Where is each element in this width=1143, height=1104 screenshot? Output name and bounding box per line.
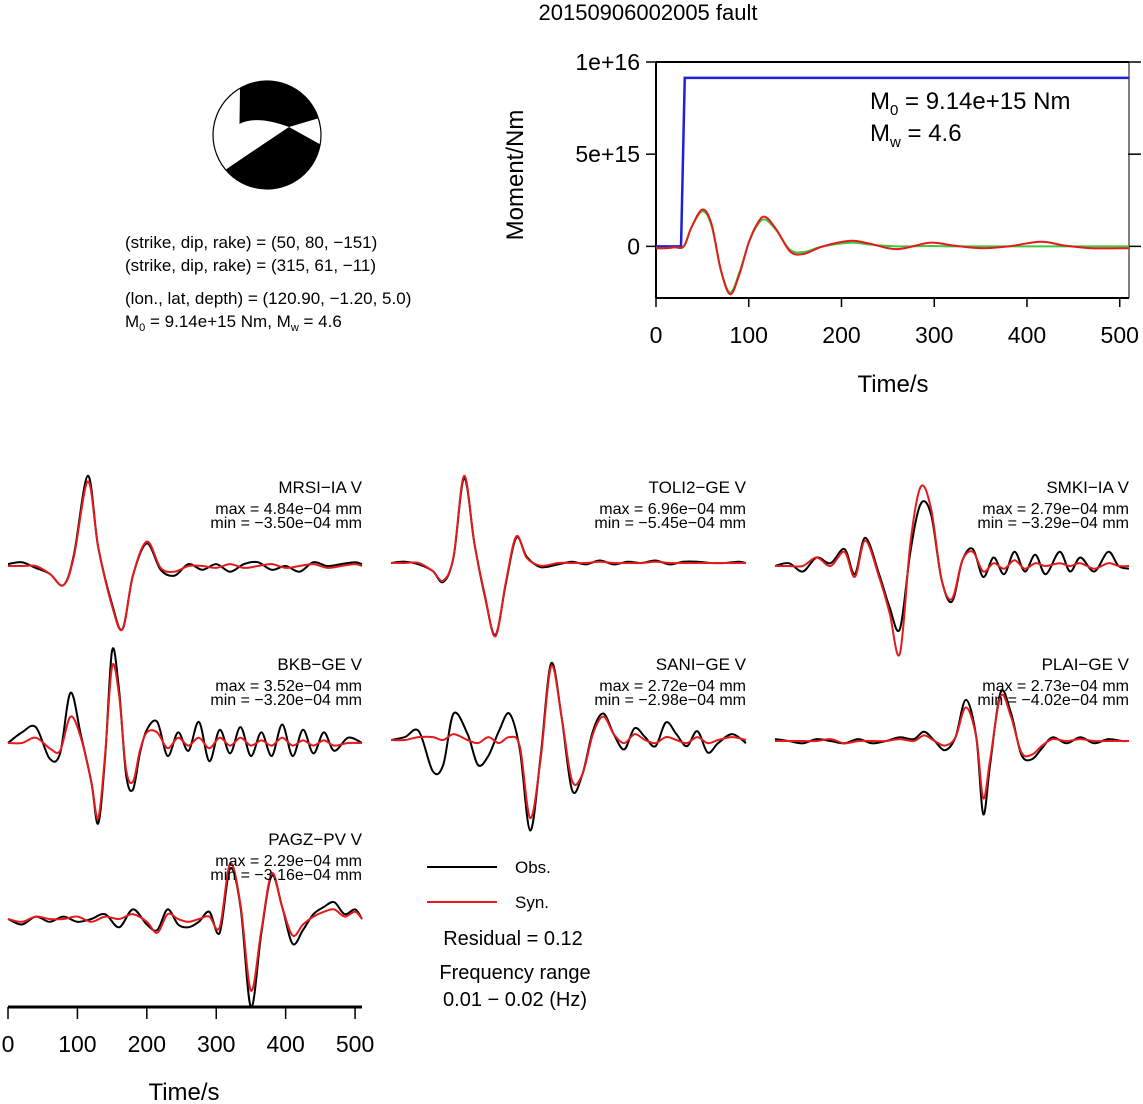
waveform-x-tick-label: 500 [336, 1031, 374, 1057]
station-max-amplitude: max = 2.29e−04 mm [215, 853, 362, 870]
station-min-amplitude: min = −4.02e−04 mm [977, 692, 1129, 709]
waveform-x-tick-label: 200 [128, 1031, 166, 1057]
waveform-x-tick-label: 300 [197, 1031, 235, 1057]
station-max-amplitude: max = 2.73e−04 mm [982, 678, 1129, 695]
moment-x-tick-label: 0 [650, 322, 663, 348]
frequency-range-value: 0.01 − 0.02 (Hz) [443, 989, 587, 1011]
residual-text: Residual = 0.12 [443, 928, 583, 950]
station-min-amplitude: min = −5.45e−04 mm [594, 515, 746, 532]
moment-rate-plot: Moment/Nm Time/s M0 = 9.14e+15 Nm Mw = 4… [502, 49, 1141, 398]
synthetic-waveform [390, 664, 747, 820]
nodal-plane-1: (strike, dip, rake) = (50, 80, −151) [125, 233, 377, 252]
beachball-compression-lobe [225, 127, 321, 190]
hypocenter-text: (lon., lat, depth) = (120.90, −1.20, 5.0… [125, 289, 411, 308]
moment-y-tick-label: 5e+15 [575, 141, 640, 167]
nodal-plane-2: (strike, dip, rake) = (315, 61, −11) [125, 256, 376, 275]
moment-x-tick-label: 100 [730, 322, 768, 348]
moment-summary: M0 = 9.14e+15 Nm, Mw = 4.6 [125, 312, 342, 334]
moment-x-tick-label: 300 [915, 322, 953, 348]
station-min-amplitude: min = −2.98e−04 mm [594, 692, 746, 709]
station-max-amplitude: max = 3.52e−04 mm [215, 678, 362, 695]
waveform-time-axis: Time/s 0 100 200 300 400 500 [2, 1005, 374, 1104]
moment-rate-green-line [655, 210, 1129, 294]
legend: Obs. Syn. [427, 858, 551, 912]
frequency-range-label: Frequency range [439, 962, 590, 984]
station-name: SMKI−IA V [1046, 478, 1129, 497]
moment-x-tick-label: 200 [822, 322, 860, 348]
synthetic-waveform [7, 862, 363, 992]
moment-m0-annotation: M0 = 9.14e+15 Nm [870, 88, 1070, 119]
moment-rate-red-line [655, 208, 1130, 296]
observed-waveform [7, 647, 363, 825]
station-name: BKB−GE V [277, 655, 362, 674]
moment-y-tick-label: 1e+16 [575, 49, 640, 75]
moment-x-tick-label: 500 [1101, 322, 1139, 348]
moment-y-tick-label: 0 [627, 233, 640, 259]
station-min-amplitude: min = −3.20e−04 mm [210, 692, 362, 709]
observed-waveform [7, 867, 363, 1009]
figure-title: 20150906002005 fault [539, 0, 758, 25]
synthetic-waveform [7, 663, 363, 820]
waveform-x-tick-label: 0 [2, 1031, 15, 1057]
station-min-amplitude: min = −3.50e−04 mm [210, 515, 362, 532]
legend-obs-label: Obs. [515, 858, 551, 877]
station-name: PAGZ−PV V [268, 830, 362, 849]
moment-xlabel: Time/s [857, 371, 928, 398]
station-max-amplitude: max = 4.84e−04 mm [215, 501, 362, 518]
observed-waveform [7, 474, 363, 632]
waveform-xlabel: Time/s [148, 1079, 219, 1104]
station-max-amplitude: max = 6.96e−04 mm [599, 501, 746, 518]
moment-mw-annotation: Mw = 4.6 [870, 120, 962, 151]
synthetic-waveform [390, 474, 746, 638]
moment-ylabel: Moment/Nm [502, 110, 529, 241]
waveform-x-tick-label: 400 [266, 1031, 304, 1057]
synthetic-waveform [775, 693, 1129, 800]
cumulative-moment-line [656, 76, 1129, 248]
station-min-amplitude: min = −3.16e−04 mm [210, 867, 362, 884]
station-name: SANI−GE V [656, 655, 747, 674]
focal-mechanism-beachball [212, 80, 322, 190]
beachball-compression-lobe [239, 80, 319, 127]
station-min-amplitude: min = −3.29e−04 mm [977, 515, 1129, 532]
station-name: PLAI−GE V [1042, 655, 1130, 674]
station-max-amplitude: max = 2.79e−04 mm [982, 501, 1129, 518]
synthetic-waveform [7, 480, 363, 632]
waveform-x-tick-label: 100 [58, 1031, 96, 1057]
station-max-amplitude: max = 2.72e−04 mm [599, 678, 746, 695]
legend-syn-label: Syn. [515, 893, 549, 912]
station-name: TOLI2−GE V [649, 478, 747, 497]
moment-x-tick-label: 400 [1008, 322, 1046, 348]
station-name: MRSI−IA V [278, 478, 362, 497]
synthetic-waveform [774, 484, 1130, 657]
